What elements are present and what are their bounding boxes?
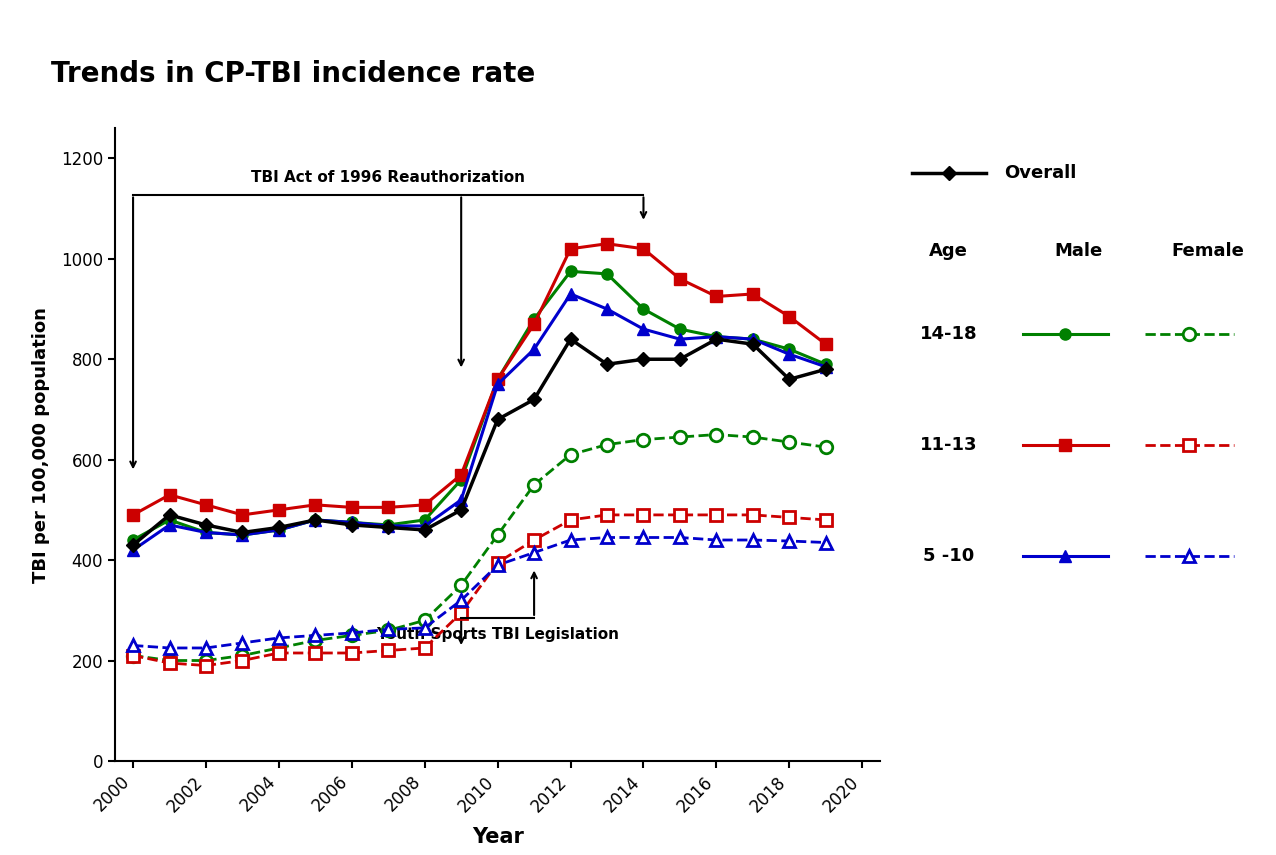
Text: Trends in CP-TBI incidence rate: Trends in CP-TBI incidence rate: [51, 60, 536, 88]
Text: Youth Sports TBI Legislation: Youth Sports TBI Legislation: [376, 627, 619, 642]
Text: Female: Female: [1171, 241, 1244, 260]
Text: Overall: Overall: [1004, 163, 1077, 182]
Text: TBI Act of 1996 Reauthorization: TBI Act of 1996 Reauthorization: [251, 170, 526, 186]
Text: 5 -10: 5 -10: [923, 547, 975, 565]
Text: 11-13: 11-13: [920, 436, 977, 454]
X-axis label: Year: Year: [472, 827, 523, 846]
Text: Age: Age: [929, 241, 968, 260]
Text: 14-18: 14-18: [920, 325, 977, 343]
Y-axis label: TBI per 100,000 population: TBI per 100,000 population: [32, 307, 50, 582]
Text: Male: Male: [1054, 241, 1102, 260]
